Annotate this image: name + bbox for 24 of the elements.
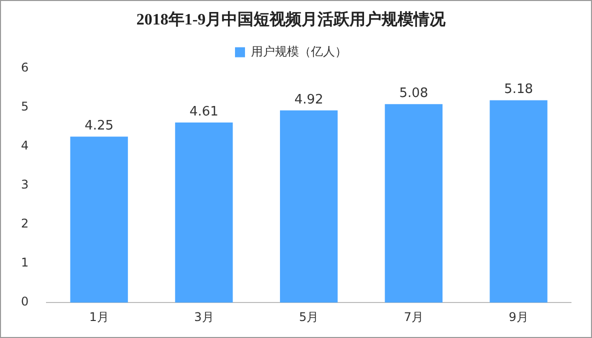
- bar: [490, 100, 548, 303]
- bar: [70, 136, 128, 303]
- legend-label: 用户规模（亿人）: [251, 44, 347, 58]
- data-label: 4.92: [294, 92, 324, 108]
- chart-title: 2018年1-9月中国短视频月活跃用户规模情况: [136, 10, 447, 29]
- y-tick-label: 5: [20, 99, 29, 114]
- x-tick-label: 1月: [89, 310, 109, 324]
- y-tick-label: 4: [20, 138, 29, 152]
- x-tick-label: 9月: [508, 310, 528, 324]
- data-label: 5.08: [399, 86, 428, 102]
- y-tick-label: 2: [20, 216, 29, 231]
- data-label: 4.61: [189, 104, 218, 120]
- x-tick-label: 3月: [194, 310, 214, 324]
- y-tick-label: 0: [20, 294, 29, 309]
- y-tick-label: 3: [20, 178, 29, 192]
- x-tick-label: 7月: [404, 310, 424, 324]
- bar: [384, 104, 443, 303]
- y-tick-label: 6: [20, 60, 29, 74]
- bar: [175, 122, 233, 303]
- y-tick-label: 1: [20, 256, 29, 270]
- bar: [280, 110, 338, 303]
- data-label: 5.18: [504, 82, 534, 98]
- data-label: 4.25: [84, 118, 114, 134]
- x-tick-label: 5月: [298, 310, 319, 324]
